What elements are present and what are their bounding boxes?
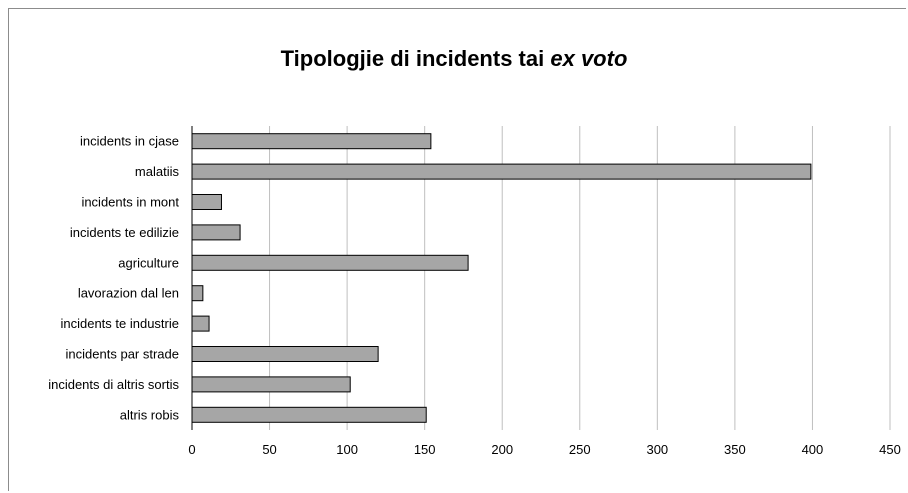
x-tick-label-300: 300 <box>646 442 668 457</box>
category-label-10: altris robis <box>120 407 180 422</box>
bar-6 <box>191 285 204 302</box>
x-tick-label-350: 350 <box>724 442 746 457</box>
bar-4 <box>191 224 241 241</box>
chart-frame <box>8 8 906 491</box>
bar-9 <box>191 376 351 393</box>
category-label-7: incidents te industrie <box>60 316 179 331</box>
bar-3 <box>191 194 222 210</box>
bar-2 <box>191 163 812 180</box>
category-label-5: agriculture <box>118 255 179 270</box>
category-label-6: lavorazion dal len <box>78 286 179 301</box>
category-label-2: malatiis <box>135 164 180 179</box>
category-label-3: incidents in mont <box>81 195 179 210</box>
x-tick-label-150: 150 <box>414 442 436 457</box>
x-tick-label-450: 450 <box>879 442 901 457</box>
chart-title: Tipologjie di incidents tai ex voto <box>280 46 628 71</box>
x-tick-label-200: 200 <box>491 442 513 457</box>
x-tick-label-250: 250 <box>569 442 591 457</box>
x-tick-label-0: 0 <box>188 442 195 457</box>
bar-1 <box>191 133 432 150</box>
bar-7 <box>191 315 210 332</box>
x-tick-label-400: 400 <box>802 442 824 457</box>
category-label-1: incidents in cjase <box>80 134 179 149</box>
category-label-4: incidents te edilizie <box>70 225 179 240</box>
category-label-8: incidents par strade <box>66 347 179 362</box>
x-tick-label-50: 50 <box>262 442 276 457</box>
bars <box>191 133 812 423</box>
category-label-9: incidents di altris sortis <box>48 377 179 392</box>
x-tick-labels: 0 50 100 150 200 250 300 350 400 450 <box>188 442 900 457</box>
bar-8 <box>191 346 379 362</box>
bar-5 <box>191 254 469 271</box>
x-tick-label-100: 100 <box>336 442 358 457</box>
category-labels: incidents in cjase malatiis incidents in m… <box>48 134 179 423</box>
bar-10 <box>191 406 427 423</box>
